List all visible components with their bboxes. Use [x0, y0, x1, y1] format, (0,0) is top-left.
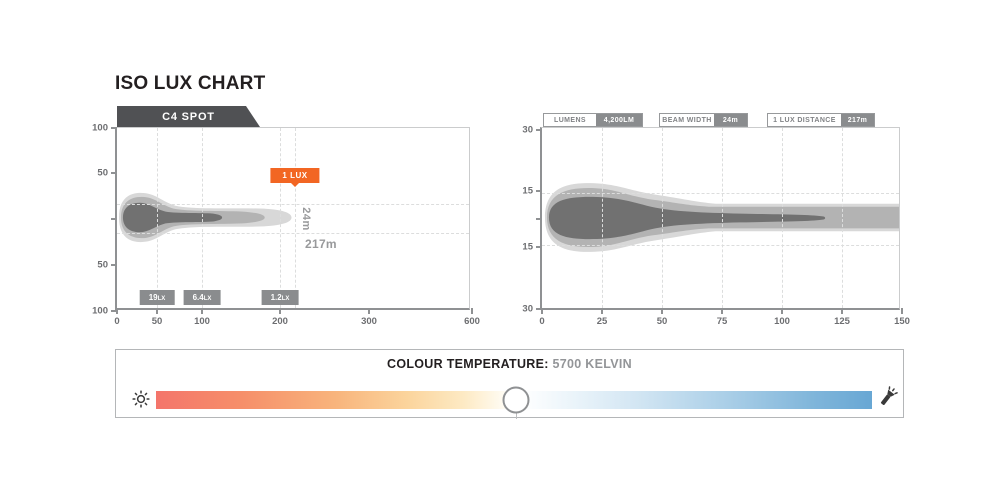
x-tick-label: 50 [656, 316, 668, 327]
lux-value-badge: 1.2LX [261, 290, 299, 305]
y-tick-mark [111, 264, 117, 266]
x-tick-label: 75 [716, 316, 728, 327]
y-tick-mark [111, 127, 117, 129]
y-tick-label: 100 [92, 305, 108, 317]
gridline-vertical [202, 128, 203, 308]
lux-value: 19 [148, 293, 158, 302]
beam-width-line-bottom [117, 233, 469, 234]
x-tick-label: 600 [464, 316, 480, 327]
y-tick-mark [536, 129, 542, 131]
y-tick-mark [111, 218, 117, 220]
stat-label: LUMENS [544, 114, 596, 126]
iso-lux-chart-full: 100 50 50 100 0 50 100 200 300 600 [92, 123, 480, 328]
y-tick-label: 50 [97, 259, 108, 271]
colour-temperature-slider-knob[interactable] [502, 386, 530, 414]
stat-label: BEAM WIDTH [660, 114, 714, 126]
lux-value-badge: 6.4LX [183, 290, 221, 305]
stat-label: 1 LUX DISTANCE [768, 114, 841, 126]
x-tick-label: 150 [894, 316, 910, 327]
x-tick-mark [116, 308, 118, 314]
x-tick-label: 25 [596, 316, 608, 327]
y-tick-mark [536, 308, 542, 310]
x-tick-mark [601, 308, 603, 314]
beam-contour-core [548, 196, 826, 240]
lux-unit: LX [203, 296, 212, 302]
gridline-vertical [280, 128, 281, 308]
y-tick-mark [111, 310, 117, 312]
colour-temperature-panel: COLOUR TEMPERATURE: 5700 KELVIN [115, 349, 904, 419]
lux-value-badge: 19LX [139, 290, 175, 305]
gridline-vertical [157, 128, 158, 308]
one-lux-distance-line [295, 128, 296, 308]
tab-label: C4 SPOT [162, 110, 215, 123]
y-tick-label: 15 [522, 241, 533, 253]
x-tick-mark [368, 308, 370, 314]
x-tick-mark [201, 308, 203, 314]
x-tick-mark [156, 308, 158, 314]
y-tick-label: 30 [522, 303, 533, 315]
one-lux-pointer-icon [290, 182, 300, 187]
one-lux-badge: 1 LUX [270, 168, 320, 183]
gridline-vertical [842, 128, 843, 308]
stat-value: 24m [714, 114, 747, 126]
x-tick-label: 0 [539, 316, 545, 327]
gridline-vertical [782, 128, 783, 308]
x-tick-label: 0 [114, 316, 120, 327]
x-tick-mark [541, 308, 543, 314]
stat-beam-width: BEAM WIDTH 24m [659, 113, 748, 127]
gridline-vertical [662, 128, 663, 308]
stat-lumens: LUMENS 4,200LM [543, 113, 643, 127]
y-tick-label: 100 [92, 122, 108, 134]
one-lux-distance-label: 217m [305, 237, 337, 251]
cool-light-flashlight-icon [880, 386, 898, 405]
y-tick-label: 50 [97, 167, 108, 179]
y-tick-mark [536, 246, 542, 248]
beam-pattern-full [118, 192, 292, 243]
x-tick-label: 100 [774, 316, 790, 327]
stat-one-lux-distance: 1 LUX DISTANCE 217m [767, 113, 875, 127]
x-tick-label: 300 [361, 316, 377, 327]
y-tick-mark [536, 190, 542, 192]
y-tick-mark [536, 218, 542, 220]
beam-pattern-detail [544, 183, 899, 252]
lux-value: 1.2 [270, 293, 282, 302]
beam-width-label: 24m [300, 207, 312, 231]
gridline-vertical [602, 128, 603, 308]
colour-temperature-label: COLOUR TEMPERATURE: [387, 357, 549, 371]
stat-value: 4,200LM [596, 114, 642, 126]
lux-unit: LX [281, 296, 290, 302]
x-tick-label: 100 [194, 316, 210, 327]
x-tick-mark [661, 308, 663, 314]
tab-c4-spot[interactable]: C4 SPOT [117, 106, 260, 127]
gridline-horizontal [542, 193, 899, 194]
page-title: ISO LUX CHART [115, 73, 266, 94]
x-tick-label: 200 [272, 316, 288, 327]
x-tick-mark [841, 308, 843, 314]
x-tick-mark [279, 308, 281, 314]
stat-value: 217m [841, 114, 874, 126]
colour-temperature-title: COLOUR TEMPERATURE: 5700 KELVIN [116, 357, 903, 371]
y-tick-label: 30 [522, 124, 533, 136]
beam-width-line-top [117, 204, 469, 205]
x-tick-label: 50 [151, 316, 163, 327]
x-tick-label: 125 [834, 316, 850, 327]
warm-light-sun-icon [132, 390, 150, 408]
y-tick-label: 15 [522, 185, 533, 197]
gridline-vertical [722, 128, 723, 308]
x-tick-mark [781, 308, 783, 314]
gridline-horizontal [542, 245, 899, 246]
slider-tail [516, 413, 517, 419]
lux-value: 6.4 [192, 293, 204, 302]
y-tick-mark [111, 172, 117, 174]
beam-contour-core [122, 202, 223, 233]
iso-lux-chart-detail: 30 15 15 30 0 25 50 75 100 125 150 [522, 125, 910, 328]
lux-unit: LX [157, 296, 166, 302]
x-tick-mark [471, 308, 473, 314]
colour-temperature-value: 5700 KELVIN [552, 357, 632, 371]
x-tick-mark [901, 308, 903, 314]
x-tick-mark [721, 308, 723, 314]
